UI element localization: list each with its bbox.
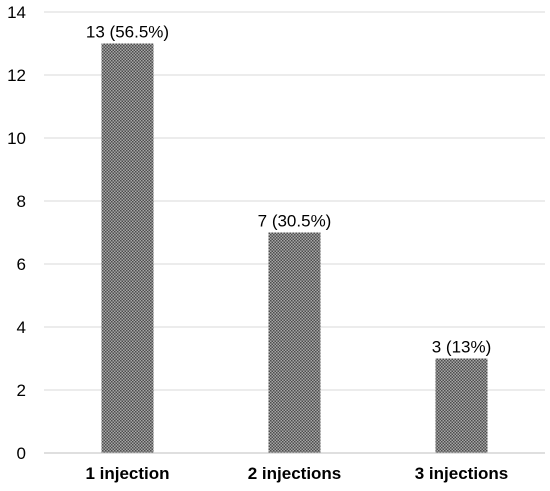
bar: [101, 43, 154, 453]
y-tick-label: 8: [17, 192, 26, 211]
bars: [101, 43, 488, 453]
bar: [435, 358, 488, 453]
y-tick-label: 14: [7, 3, 26, 22]
data-labels: 13 (56.5%) 7 (30.5%) 3 (13%): [86, 23, 491, 357]
y-tick-label: 4: [17, 318, 26, 337]
bar: [268, 232, 321, 453]
data-label: 13 (56.5%): [86, 23, 169, 42]
y-tick-label: 6: [17, 255, 26, 274]
data-label: 3 (13%): [432, 338, 492, 357]
y-tick-label: 12: [7, 66, 26, 85]
y-tick-label: 2: [17, 381, 26, 400]
x-category-label: 2 injections: [248, 464, 342, 483]
y-tick-label: 10: [7, 129, 26, 148]
data-label: 7 (30.5%): [258, 212, 332, 231]
y-tick-label: 0: [17, 444, 26, 463]
x-category-label: 3 injections: [415, 464, 509, 483]
x-category-label: 1 injection: [85, 464, 169, 483]
x-axis-categories: 1 injection 2 injections 3 injections: [85, 464, 508, 483]
y-axis-ticks: 0 2 4 6 8 10 12 14: [7, 3, 26, 463]
